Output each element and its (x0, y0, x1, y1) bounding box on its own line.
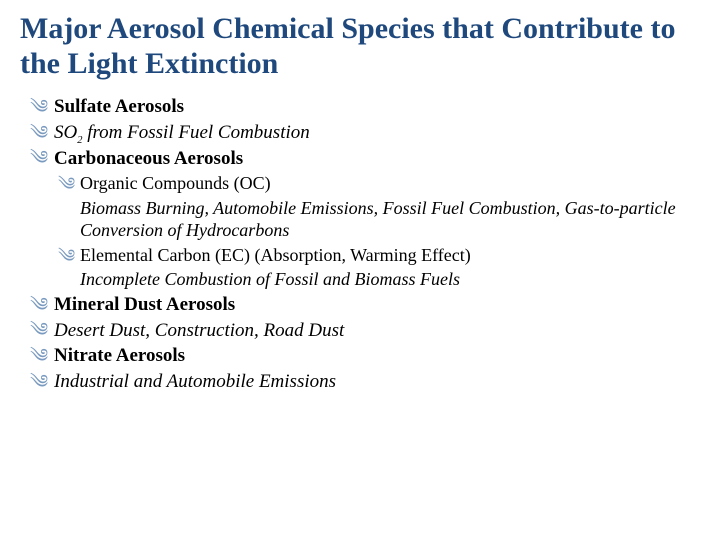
list-item-text: Desert Dust, Construction, Road Dust (54, 320, 344, 341)
list-item: ༄ Desert Dust, Construction, Road Dust (20, 319, 700, 343)
list-item: ༄Organic Compounds (OC) (20, 172, 700, 195)
slide-title: Major Aerosol Chemical Species that Cont… (20, 12, 700, 81)
list-item: ༄ Nitrate Aerosols (20, 344, 700, 368)
list-item-text: Biomass Burning, Automobile Emissions, F… (80, 198, 676, 241)
subscript: 2 (77, 135, 82, 146)
slide: Major Aerosol Chemical Species that Cont… (0, 0, 720, 540)
bullet-icon: ༄ (30, 96, 48, 120)
list-item-text: Mineral Dust Aerosols (54, 294, 235, 315)
list-item-text: Sulfate Aerosols (54, 96, 184, 117)
list-item: ༄ Carbonaceous Aerosols (20, 147, 700, 171)
bullet-icon: ༄ (58, 245, 75, 268)
list-item-text: Organic Compounds (OC) (80, 173, 271, 193)
bullet-icon: ༄ (58, 173, 75, 196)
bullet-icon: ༄ (30, 319, 48, 343)
list-item: ༄ Sulfate Aerosols (20, 95, 700, 119)
bullet-icon: ༄ (30, 345, 48, 369)
list-item-text: SO2 from Fossil Fuel Combustion (54, 122, 310, 143)
list-item: ༄Elemental Carbon (EC) (Absorption, Warm… (20, 244, 700, 267)
list-item-text: Elemental Carbon (EC) (Absorption, Warmi… (80, 245, 471, 265)
list-item-text: Nitrate Aerosols (54, 345, 185, 366)
list-item: Biomass Burning, Automobile Emissions, F… (20, 197, 700, 242)
list-item: Incomplete Combustion of Fossil and Biom… (20, 268, 700, 291)
bullet-icon: ༄ (30, 147, 48, 171)
bullet-icon: ༄ (30, 371, 48, 395)
list-item: ༄ SO2 from Fossil Fuel Combustion (20, 121, 700, 145)
list-item-text: Industrial and Automobile Emissions (54, 371, 336, 392)
bullet-list: ༄ Sulfate Aerosols ༄ SO2 from Fossil Fuel C… (20, 95, 700, 394)
list-item-text: Incomplete Combustion of Fossil and Biom… (80, 269, 460, 289)
list-item-text: Carbonaceous Aerosols (54, 148, 243, 169)
list-item: ༄ Industrial and Automobile Emissions (20, 370, 700, 394)
bullet-icon: ༄ (30, 122, 48, 146)
bullet-icon: ༄ (30, 294, 48, 318)
list-item: ༄ Mineral Dust Aerosols (20, 293, 700, 317)
